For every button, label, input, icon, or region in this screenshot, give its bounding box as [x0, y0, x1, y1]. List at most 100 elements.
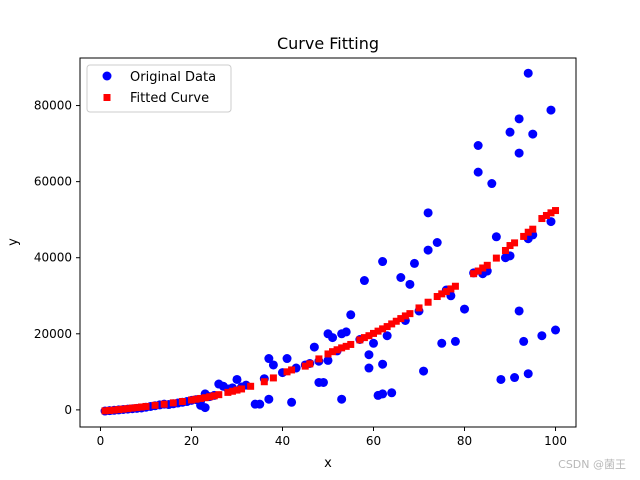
- fitted-curve-point: [529, 225, 537, 233]
- original-data-point: [287, 397, 297, 407]
- fitted-curve-point: [215, 391, 223, 399]
- original-data-point: [337, 394, 347, 404]
- y-tick-label: 80000: [34, 99, 72, 113]
- fitted-curve-point: [397, 315, 405, 323]
- original-data-point: [496, 374, 506, 384]
- fitted-curve-point: [492, 254, 500, 262]
- original-data-point: [514, 306, 524, 316]
- original-data-point: [551, 325, 561, 335]
- original-data-point: [364, 350, 374, 360]
- fitted-curve-point: [133, 404, 141, 412]
- fitted-curve-point: [151, 401, 159, 409]
- fitted-curve-point: [269, 374, 277, 382]
- original-data-point: [546, 105, 556, 115]
- fitted-curve-point: [542, 211, 550, 219]
- original-data-point: [491, 232, 501, 242]
- fitted-curve-point: [520, 232, 528, 240]
- chart-title: Curve Fitting: [277, 34, 379, 53]
- fitted-curve-point: [124, 405, 132, 413]
- original-data-point: [510, 373, 520, 383]
- fitted-curve-point: [547, 209, 555, 217]
- fitted-curve-point: [506, 242, 514, 250]
- original-data-point: [505, 127, 515, 137]
- original-data-point: [514, 114, 524, 124]
- y-tick-label: 60000: [34, 175, 72, 189]
- x-axis: 0 20 40 60 80 100: [97, 427, 567, 448]
- y-axis-label: y: [6, 238, 21, 246]
- fitted-curve-point: [315, 355, 323, 363]
- plot-area: [100, 68, 561, 416]
- fitted-curve-point: [388, 320, 396, 328]
- original-data-point: [378, 257, 388, 267]
- original-data-point: [546, 217, 556, 227]
- original-data-point: [473, 167, 483, 177]
- original-data-point: [523, 369, 533, 379]
- fitted-curve-point: [333, 346, 341, 354]
- original-data-point: [328, 333, 338, 343]
- original-data-point: [232, 374, 242, 384]
- original-data-point: [450, 336, 460, 346]
- fitted-curve-point: [342, 342, 350, 350]
- fitted-curve-point: [401, 312, 409, 320]
- original-data-point: [378, 359, 388, 369]
- fitted-curve-point: [224, 388, 232, 396]
- fitted-curve-point: [379, 325, 387, 333]
- fitted-curve-point: [260, 378, 268, 386]
- original-data-point: [423, 208, 433, 218]
- original-data-point: [528, 129, 538, 139]
- fitted-curve-point: [370, 329, 378, 337]
- y-tick-label: 0: [64, 403, 72, 417]
- fitted-curve-point: [329, 348, 337, 356]
- fitted-curve-point: [106, 406, 114, 414]
- fitted-curve-point: [119, 405, 127, 413]
- original-data-point: [423, 245, 433, 255]
- fitted-curve-point: [197, 394, 205, 402]
- fitted-curve-point: [160, 400, 168, 408]
- fitted-curve-point: [524, 228, 532, 236]
- legend-marker-original-data: [102, 71, 112, 81]
- legend-label-original-data: Original Data: [130, 70, 216, 85]
- fitted-curve-point: [110, 406, 118, 414]
- fitted-curve-point: [288, 366, 296, 374]
- legend-label-fitted-curve: Fitted Curve: [130, 91, 209, 106]
- fitted-curve-point: [187, 396, 195, 404]
- fitted-curve-point: [451, 282, 459, 290]
- fitted-curve-point: [392, 317, 400, 325]
- x-tick-label: 0: [97, 434, 105, 448]
- legend-marker-fitted-curve: [103, 94, 111, 101]
- fitted-curve-point: [415, 304, 423, 312]
- original-data-point: [514, 148, 524, 158]
- legend-box: [86, 64, 232, 113]
- fitted-curve-point: [210, 392, 218, 400]
- original-data-point: [519, 336, 529, 346]
- x-axis-label: x: [324, 456, 332, 471]
- original-data-point: [396, 272, 406, 282]
- original-data-point: [309, 342, 319, 352]
- original-data-point: [387, 388, 397, 398]
- fitted-curve-point: [142, 402, 150, 410]
- fitted-curve-point: [483, 261, 491, 269]
- x-tick-label: 100: [544, 434, 567, 448]
- original-data-point: [346, 310, 356, 320]
- original-data-point: [437, 338, 447, 348]
- fitted-curve-point: [283, 368, 291, 376]
- fitted-curve-point: [424, 298, 432, 306]
- fitted-curve-point: [474, 267, 482, 275]
- fitted-curve-point: [442, 288, 450, 296]
- fitted-curve-point: [192, 395, 200, 403]
- fitted-curve-point: [228, 387, 236, 395]
- original-data-point: [264, 354, 274, 364]
- fitted-curve-point: [238, 385, 246, 393]
- fitted-curve-point: [233, 386, 241, 394]
- fitted-curve-point: [324, 350, 332, 358]
- original-data-point: [523, 68, 533, 78]
- fitted-curve-point: [374, 327, 382, 335]
- fitted-curve-point: [306, 360, 314, 368]
- original-data-point: [537, 331, 547, 341]
- fitted-curve-point: [101, 407, 109, 415]
- original-data-point: [432, 238, 442, 247]
- fitted-curve-point: [201, 394, 209, 402]
- fitted-curve-point: [447, 285, 455, 293]
- x-tick-label: 60: [366, 434, 381, 448]
